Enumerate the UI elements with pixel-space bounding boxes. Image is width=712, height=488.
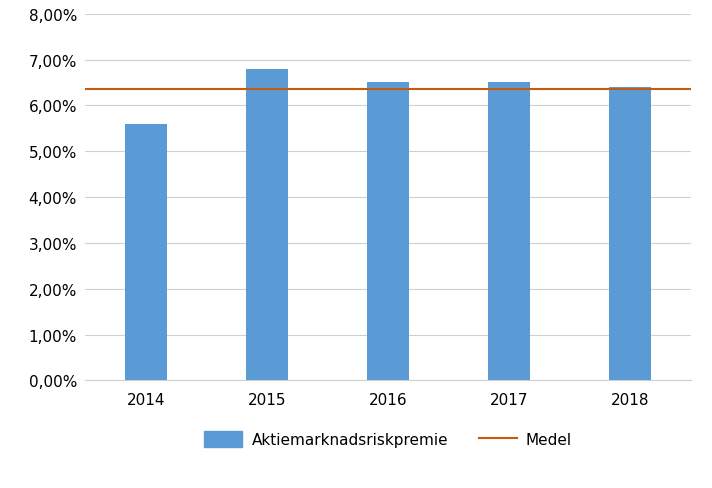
Bar — [609, 88, 651, 381]
Legend: Aktiemarknadsriskpremie, Medel: Aktiemarknadsriskpremie, Medel — [198, 426, 578, 453]
Bar — [488, 83, 530, 381]
Bar — [367, 83, 409, 381]
Bar — [125, 124, 167, 381]
Bar — [246, 70, 288, 381]
